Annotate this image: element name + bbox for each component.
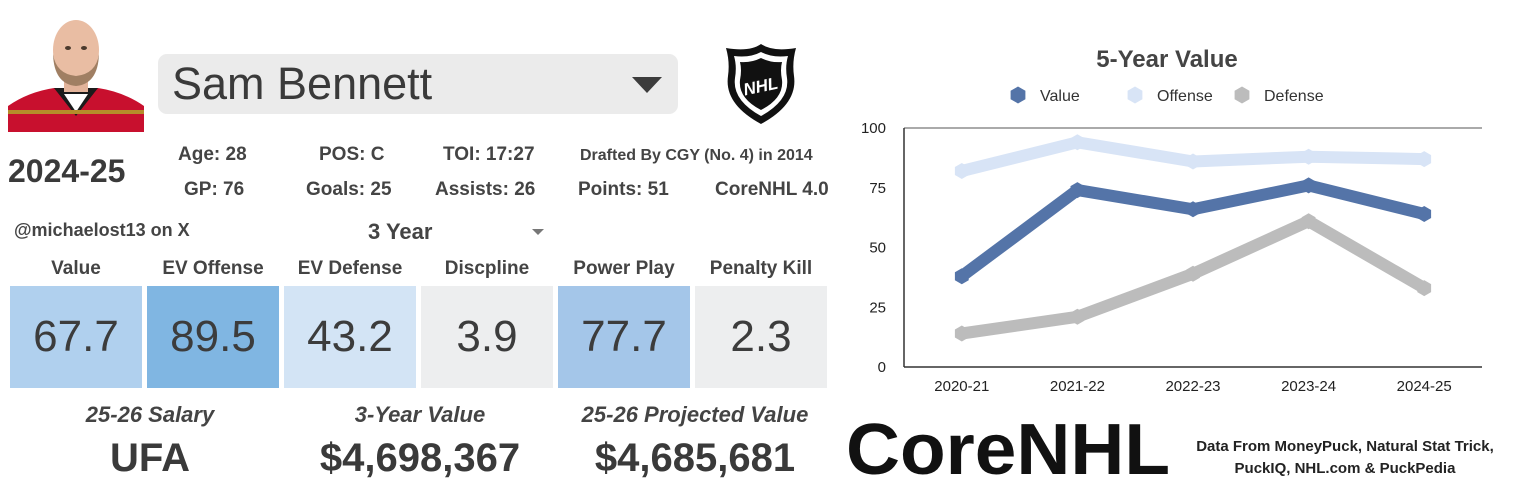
data-point-offense [1301, 148, 1316, 165]
data-point-offense [1417, 151, 1432, 168]
chart-plot [954, 134, 1432, 342]
category-label-penalty-kill: Penalty Kill [709, 258, 813, 279]
legend-marker-defense [1234, 86, 1250, 104]
legend-label-defense: Defense [1264, 88, 1324, 105]
legend-label-value: Value [1040, 88, 1080, 105]
data-point-defense [1301, 213, 1316, 230]
y-tick-label: 25 [869, 299, 886, 316]
data-point-offense [1070, 134, 1085, 151]
data-point-defense [1417, 280, 1432, 297]
x-tick-label: 2020-21 [934, 378, 989, 395]
y-tick-label: 75 [869, 180, 886, 197]
category-label-ev-defense: EV Defense [297, 258, 403, 279]
stat-position: POS: C [319, 144, 385, 165]
brand-text: CoreNHL [846, 412, 1170, 482]
data-point-offense [1186, 153, 1200, 170]
series-line-value [955, 179, 1431, 283]
model-version: CoreNHL 4.0 [715, 179, 829, 200]
x-tick-label: 2024-25 [1397, 378, 1452, 395]
legend-marker-offense [1127, 86, 1143, 104]
chevron-down-icon[interactable] [532, 229, 544, 235]
category-label-discipline: Discpline [444, 258, 530, 279]
data-point-defense [1186, 265, 1200, 282]
legend-label-offense: Offense [1157, 88, 1213, 105]
category-label-power-play: Power Play [573, 258, 675, 279]
player-photo [8, 8, 144, 132]
window-select[interactable]: 3 Year [360, 218, 550, 246]
data-point-value [1417, 206, 1432, 222]
three-year-value-label: 3-Year Value [354, 402, 486, 427]
data-point-offense [954, 163, 969, 179]
projected-value: $4,685,681 [594, 436, 796, 480]
window-select-value: 3 Year [368, 219, 433, 244]
x-tick-label: 2022-23 [1165, 378, 1220, 395]
nhl-logo: NHL [724, 42, 798, 126]
category-label-value: Value [51, 258, 101, 279]
corenhl-logo: CoreNHL [846, 412, 1170, 482]
x-tick-label: 2023-24 [1281, 378, 1336, 395]
stat-drafted: Drafted By CGY (No. 4) in 2014 [580, 147, 813, 164]
legend-marker-value [1010, 86, 1026, 104]
author-handle: @michaelost13 on X [14, 220, 190, 240]
tile-ev-defense: 43.2 [284, 286, 416, 388]
stat-points: Points: 51 [578, 179, 669, 200]
data-credits: Data From MoneyPuck, Natural Stat Trick,… [1196, 438, 1494, 477]
stat-games-played: GP: 76 [184, 179, 245, 200]
x-tick-label: 2021-22 [1050, 378, 1105, 395]
stat-toi: TOI: 17:27 [443, 144, 535, 165]
tile-penalty-kill: 2.3 [695, 286, 827, 388]
category-label-ev-offense: EV Offense [162, 258, 264, 279]
tile-power-play: 77.7 [558, 286, 690, 388]
salary-label: 25-26 Salary [85, 402, 215, 427]
chevron-down-icon[interactable] [632, 77, 662, 93]
tile-value: 67.7 [10, 286, 142, 388]
season-label: 2024-25 [8, 153, 126, 189]
y-tick-label: 100 [861, 120, 886, 137]
chart-axes: 0 25 50 75 100 2020-21 2021-22 2022-23 2023-24 20… [861, 120, 1482, 395]
data-point-value [1070, 182, 1085, 199]
chart-title: 5-Year Value [1096, 46, 1237, 73]
data-point-value [1301, 177, 1316, 194]
projected-value-label: 25-26 Projected Value [581, 402, 809, 427]
y-tick-label: 0 [878, 359, 886, 376]
y-tick-label: 50 [869, 240, 886, 257]
player-select[interactable]: Sam Bennett [158, 54, 678, 114]
three-year-value: $4,698,367 [319, 436, 521, 480]
chart-legend: Value Offense Defense [1010, 86, 1324, 105]
stat-assists: Assists: 26 [435, 179, 536, 200]
salary-value: UFA [110, 436, 190, 480]
stat-goals: Goals: 25 [306, 179, 392, 200]
player-name: Sam Bennett [172, 58, 433, 109]
tile-ev-offense: 89.5 [147, 286, 279, 388]
tile-discipline: 3.9 [421, 286, 553, 388]
five-year-value-chart: 5-Year Value Value Offense Defense 0 25 50 75… [861, 46, 1482, 395]
data-point-defense [954, 325, 969, 342]
stat-age: Age: 28 [178, 144, 247, 165]
data-point-defense [1070, 308, 1085, 325]
data-point-value [1186, 201, 1200, 218]
data-point-value [954, 268, 969, 285]
